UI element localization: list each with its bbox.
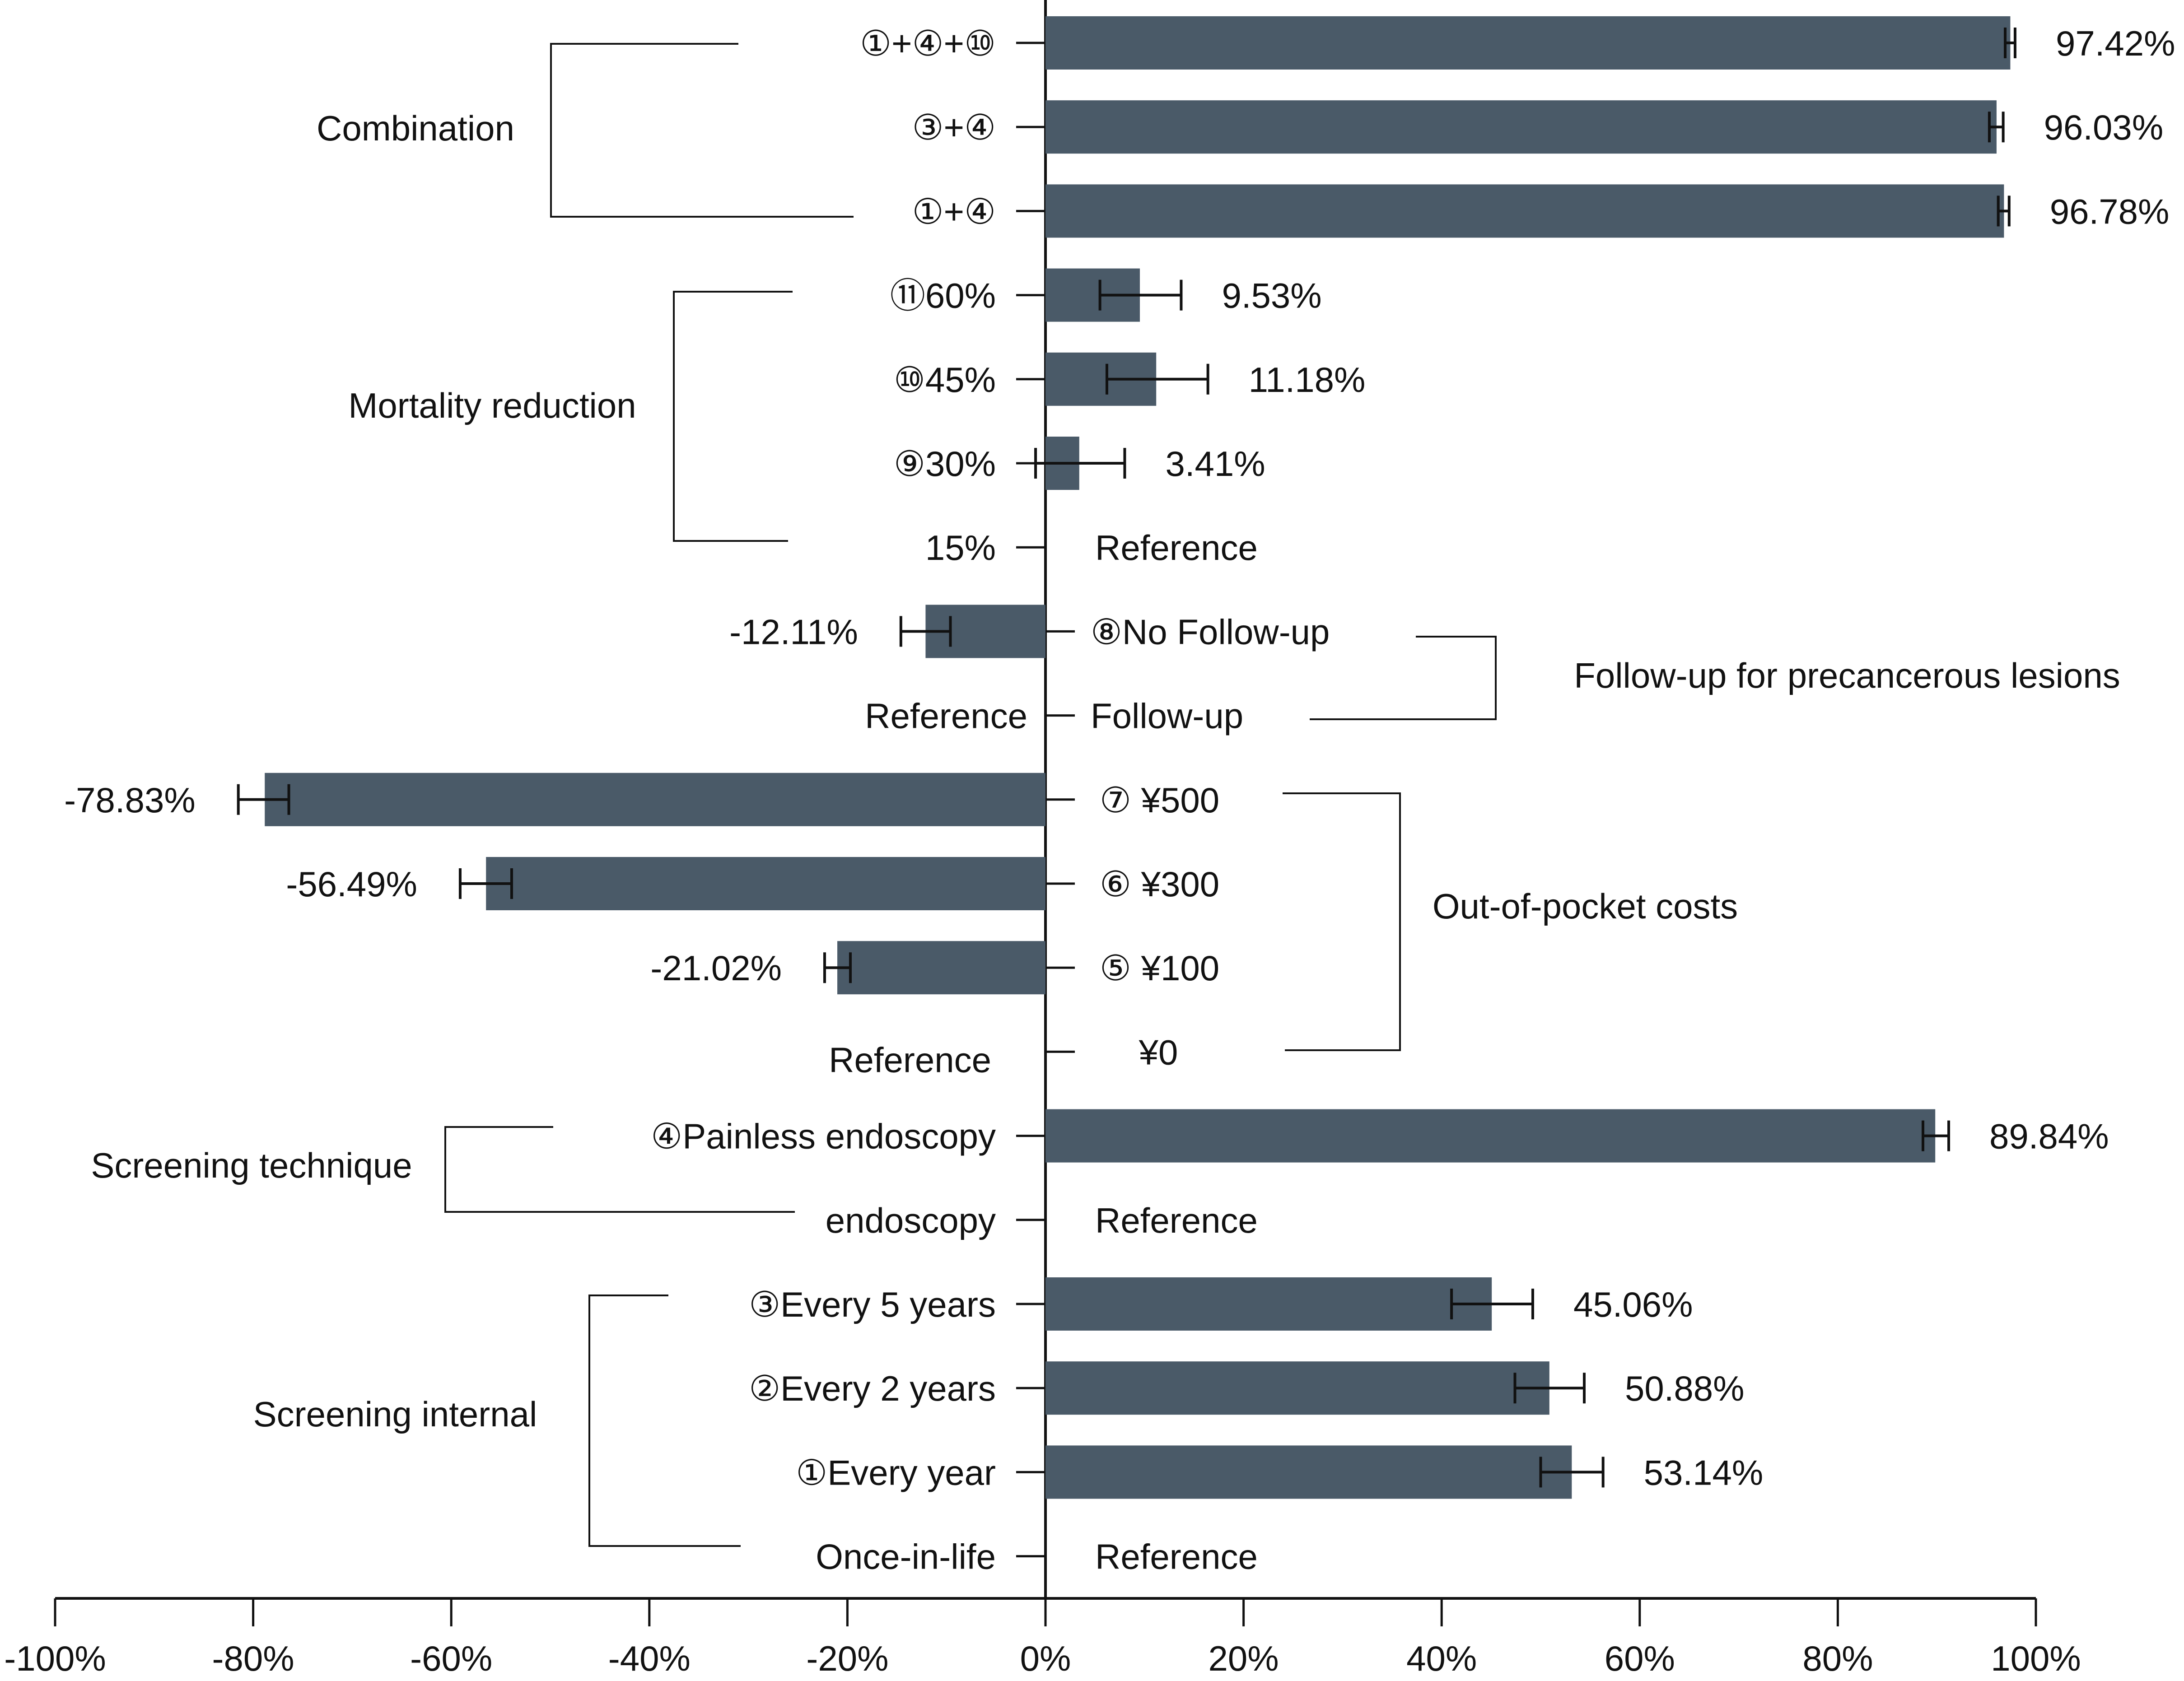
group-bracket-2: [1310, 636, 1497, 720]
row-2-value-label: 96.78%: [2050, 191, 2170, 231]
row-7-value-label: -12.11%: [729, 612, 858, 652]
row-0-bar: [1045, 16, 2011, 70]
row-12-category-label: ¥0: [1139, 1032, 1178, 1072]
group-bracket-0: [550, 43, 854, 218]
row-4-category-label: ⑩45%: [894, 360, 996, 400]
row-10-category-label: ⑥ ¥300: [1100, 864, 1219, 904]
group-label-3: Out-of-pocket costs: [1433, 886, 1738, 926]
row-5-category-label: ⑨30%: [894, 444, 996, 484]
row-16-category-label: ②Every 2 years: [749, 1369, 996, 1408]
row-13-category-label: ④Painless endoscopy: [651, 1117, 996, 1156]
row-5-value-label: 3.41%: [1165, 444, 1265, 484]
x-tick-label-2: -60%: [410, 1639, 492, 1678]
row-6-reference-label: Reference: [1095, 528, 1258, 568]
group-label-0: Combination: [317, 108, 514, 148]
row-8-reference-label: Reference: [865, 696, 1027, 736]
x-tick-label-4: -20%: [806, 1639, 888, 1678]
row-18-reference-label: Reference: [1095, 1537, 1258, 1577]
row-15-category-label: ③Every 5 years: [749, 1285, 996, 1324]
row-2-bar: [1045, 184, 2004, 238]
row-1-bar: [1045, 100, 1997, 154]
row-3-category-label: ⑪60%: [890, 276, 996, 316]
group-bracket-1: [673, 291, 793, 542]
row-12-reference-label: Reference: [829, 1040, 991, 1080]
row-10-value-label: -56.49%: [286, 864, 417, 904]
row-7-category-label: ⑧No Follow-up: [1091, 612, 1330, 652]
row-6-category-label: 15%: [925, 528, 996, 568]
row-0-category-label: ①+④+⑩: [860, 23, 996, 63]
row-15-value-label: 45.06%: [1573, 1285, 1693, 1324]
row-1-value-label: 96.03%: [2044, 107, 2164, 147]
row-18-category-label: Once-in-life: [816, 1537, 996, 1577]
row-16-value-label: 50.88%: [1625, 1369, 1745, 1408]
row-1-category-label: ③+④: [912, 107, 996, 147]
row-11-value-label: -21.02%: [650, 948, 782, 988]
row-13-bar: [1045, 1109, 1936, 1163]
row-14-category-label: endoscopy: [826, 1201, 996, 1240]
row-0-value-label: 97.42%: [2056, 23, 2175, 63]
group-bracket-3: [1283, 792, 1401, 1051]
row-13-value-label: 89.84%: [1989, 1117, 2109, 1156]
row-2-category-label: ①+④: [912, 191, 996, 231]
x-tick-label-5: 0%: [1020, 1639, 1071, 1678]
x-tick-label-8: 60%: [1605, 1639, 1675, 1678]
group-bracket-4: [444, 1126, 795, 1213]
row-3-value-label: 9.53%: [1222, 276, 1321, 316]
group-label-5: Screening internal: [253, 1394, 537, 1434]
row-17-category-label: ①Every year: [796, 1453, 996, 1492]
row-9-category-label: ⑦ ¥500: [1100, 780, 1219, 820]
x-tick-label-1: -80%: [212, 1639, 294, 1678]
row-4-value-label: 11.18%: [1249, 360, 1366, 400]
row-8-category-label: Follow-up: [1091, 696, 1243, 736]
x-tick-label-7: 40%: [1406, 1639, 1477, 1678]
row-16-bar: [1045, 1361, 1549, 1415]
row-15-bar: [1045, 1277, 1492, 1331]
row-10-bar: [486, 857, 1045, 910]
group-label-4: Screening technique: [91, 1146, 412, 1185]
x-tick-label-9: 80%: [1802, 1639, 1873, 1678]
x-tick-label-6: 20%: [1209, 1639, 1279, 1678]
row-17-bar: [1045, 1445, 1572, 1499]
row-9-value-label: -78.83%: [64, 780, 196, 820]
x-tick-label-0: -100%: [4, 1639, 106, 1678]
row-17-value-label: 53.14%: [1644, 1453, 1764, 1492]
group-label-2: Follow-up for precancerous lesions: [1574, 656, 2120, 695]
x-tick-label-10: 100%: [1991, 1639, 2081, 1678]
group-label-1: Mortality reduction: [348, 386, 636, 425]
row-14-reference-label: Reference: [1095, 1201, 1258, 1240]
group-bracket-5: [588, 1295, 741, 1547]
row-11-category-label: ⑤ ¥100: [1100, 948, 1219, 988]
row-11-bar: [837, 941, 1045, 995]
x-tick-label-3: -40%: [608, 1639, 691, 1678]
row-9-bar: [265, 773, 1046, 826]
